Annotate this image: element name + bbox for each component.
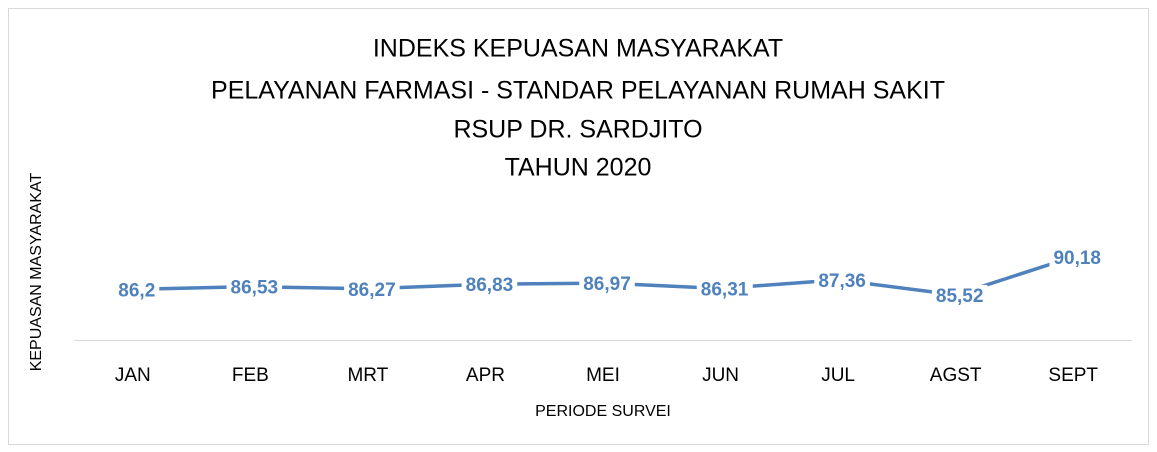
chart-title: PELAYANAN FARMASI - STANDAR PELAYANAN RU… [211,77,945,105]
data-label: 86,31 [701,279,749,300]
data-label: 86,53 [231,278,279,299]
data-label: 90,18 [1053,248,1101,269]
x-tick-label: JUN [702,365,739,386]
chart-title: TAHUN 2020 [505,154,652,182]
data-label-bg [696,278,753,302]
data-label-bg [461,274,518,298]
data-label: 86,27 [348,280,396,301]
chart-border [8,8,1149,445]
data-label-bg [1049,246,1105,270]
x-tick-label: MRT [347,365,388,386]
x-tick-label: JUL [821,365,855,386]
titles: INDEKS KEPUASAN MASYARAKAT PELAYANAN FAR… [211,35,945,182]
chart-title: INDEKS KEPUASAN MASYARAKAT [373,35,783,63]
data-label: 85,52 [936,286,984,307]
chart-title: RSUP DR. SARDJITO [453,116,702,144]
x-tick-label: MEI [586,365,620,386]
data-label-bg [344,278,400,302]
data-label: 87,36 [818,271,866,292]
data-label-bg [579,273,635,297]
x-axis-label: PERIODE SURVEI [535,403,671,420]
x-tick-label: APR [466,365,505,386]
data-label-bg [931,284,988,308]
data-label-bg [814,269,870,293]
data-label: 86,2 [118,280,155,301]
x-tick-label: AGST [930,365,982,386]
data-label-bg [226,276,283,300]
x-tick-label: SEPT [1048,365,1098,386]
x-tick-label: JAN [115,365,151,386]
data-label: 86,97 [583,274,631,295]
y-axis-label: KEPUASAN MASYARAKAT [28,172,45,371]
data-label-bg [114,279,160,303]
data-label: 86,83 [466,275,514,296]
x-tick-label: FEB [232,365,269,386]
